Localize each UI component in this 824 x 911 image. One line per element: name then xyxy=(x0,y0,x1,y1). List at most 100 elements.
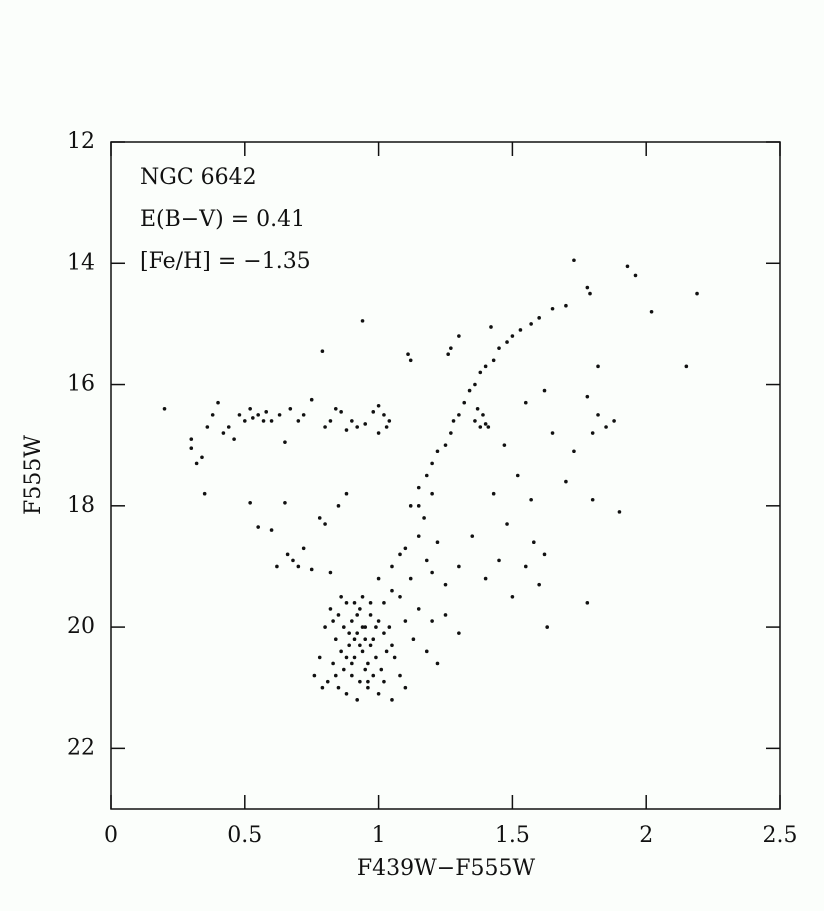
star-point xyxy=(510,594,515,599)
star-point xyxy=(374,655,378,660)
star-point xyxy=(317,516,322,520)
star-point xyxy=(261,419,266,423)
star-point xyxy=(572,258,576,263)
y-axis-label: F555W xyxy=(21,435,46,515)
star-point xyxy=(585,601,590,605)
star-point xyxy=(481,413,485,417)
star-point xyxy=(564,479,568,484)
star-point xyxy=(387,419,392,423)
star-point xyxy=(502,443,507,447)
star-point xyxy=(243,419,247,423)
star-point xyxy=(248,407,252,411)
star-point xyxy=(403,619,408,623)
star-point xyxy=(333,407,338,411)
star-point xyxy=(449,346,453,350)
star-point xyxy=(379,667,384,672)
star-point xyxy=(350,673,354,678)
star-point xyxy=(542,388,547,393)
plot-frame xyxy=(110,141,781,810)
star-point xyxy=(382,631,386,635)
star-point xyxy=(355,631,359,635)
star-point xyxy=(416,534,421,538)
star-point xyxy=(371,673,376,678)
star-point xyxy=(317,655,322,660)
star-point xyxy=(604,425,608,429)
star-point xyxy=(352,637,357,642)
star-point xyxy=(633,273,638,278)
star-point xyxy=(189,437,194,441)
star-point xyxy=(376,431,381,435)
star-point xyxy=(515,473,520,478)
y-tick-label: 14 xyxy=(67,250,95,275)
star-point xyxy=(382,679,386,684)
star-point xyxy=(390,588,394,593)
star-point xyxy=(585,285,590,290)
star-point xyxy=(283,500,287,505)
star-point xyxy=(590,431,595,435)
star-point xyxy=(390,564,394,569)
star-point xyxy=(443,582,448,587)
star-point xyxy=(347,631,351,635)
star-point xyxy=(411,637,416,642)
star-point xyxy=(331,619,335,623)
star-point xyxy=(269,419,274,423)
star-point xyxy=(237,413,242,417)
star-point xyxy=(457,631,461,635)
star-point xyxy=(550,306,555,311)
star-point xyxy=(285,552,290,557)
star-point xyxy=(430,619,434,623)
star-point xyxy=(424,558,429,563)
star-point xyxy=(486,425,491,429)
star-point xyxy=(532,540,536,544)
star-point xyxy=(491,491,496,496)
star-point xyxy=(384,649,389,654)
star-point xyxy=(301,546,306,551)
star-point xyxy=(350,661,354,666)
star-point xyxy=(376,619,381,623)
star-point xyxy=(596,413,600,417)
star-point xyxy=(398,552,402,557)
star-point xyxy=(649,309,654,314)
star-point xyxy=(355,425,359,429)
star-point xyxy=(392,655,397,660)
y-tick-label: 12 xyxy=(67,129,95,154)
star-point xyxy=(355,613,359,617)
star-point xyxy=(430,461,434,466)
star-point xyxy=(363,422,368,426)
star-point xyxy=(529,322,533,326)
star-point xyxy=(374,625,378,629)
star-point xyxy=(478,425,483,429)
star-point xyxy=(483,364,488,369)
y-tick-label: 20 xyxy=(67,614,95,639)
star-point xyxy=(277,413,282,417)
star-point xyxy=(505,522,509,526)
star-point xyxy=(320,349,325,353)
star-point xyxy=(269,528,274,532)
star-point xyxy=(350,619,354,623)
star-point xyxy=(366,661,370,666)
star-point xyxy=(325,679,330,684)
star-point xyxy=(489,325,493,329)
star-point xyxy=(291,558,295,563)
star-point xyxy=(398,594,402,599)
star-point xyxy=(387,625,392,629)
star-point xyxy=(390,698,394,702)
star-point xyxy=(497,558,501,563)
star-point xyxy=(296,564,301,569)
annotation: NGC 6642 xyxy=(140,165,257,190)
star-point xyxy=(366,679,370,684)
x-tick-label: 2 xyxy=(639,823,653,848)
star-point xyxy=(473,382,477,387)
star-point xyxy=(323,425,327,429)
star-point xyxy=(457,334,461,338)
star-point xyxy=(275,564,279,569)
y-tick-label: 22 xyxy=(67,735,95,760)
star-point xyxy=(443,443,448,447)
star-point xyxy=(256,413,260,417)
star-point xyxy=(612,419,616,423)
star-point xyxy=(550,431,555,435)
star-point xyxy=(523,400,528,405)
star-point xyxy=(194,461,199,466)
star-point xyxy=(360,594,365,599)
star-point xyxy=(368,643,373,648)
